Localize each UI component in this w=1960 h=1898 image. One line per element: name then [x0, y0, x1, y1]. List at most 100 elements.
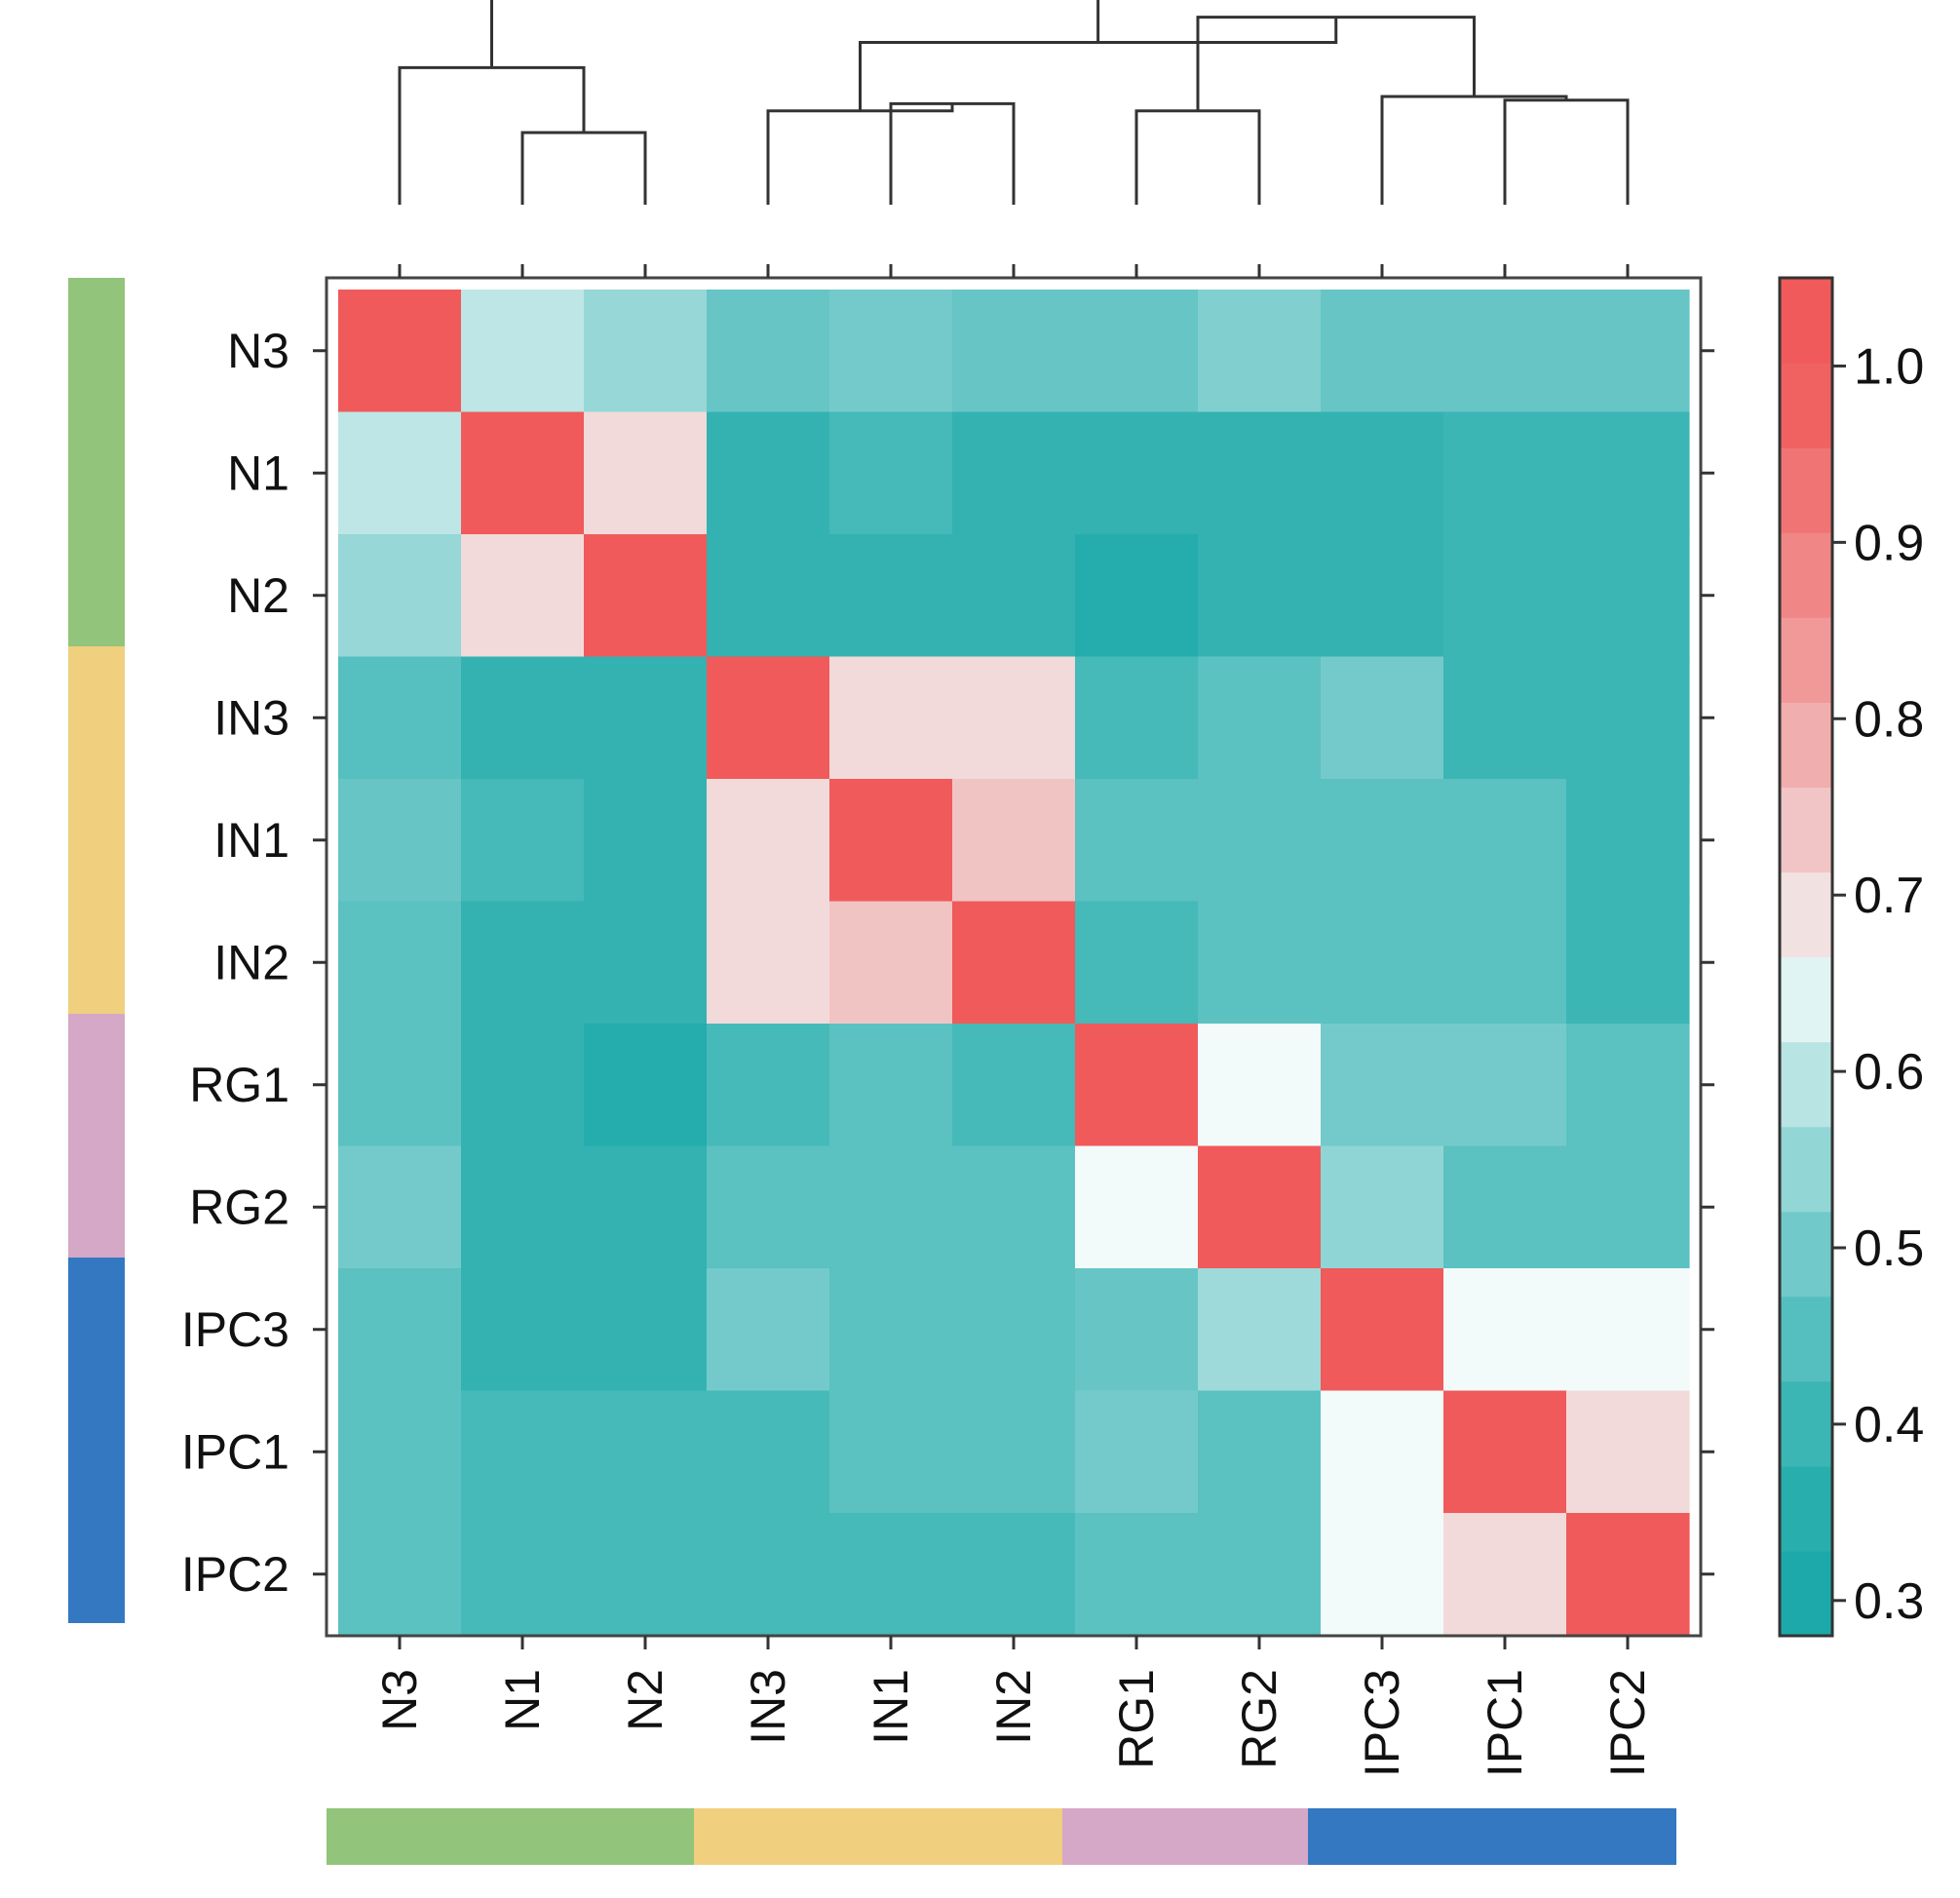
heatmap-cell-IN1-N2: [584, 779, 708, 903]
heatmap-cell-N3-IPC3: [1321, 290, 1444, 413]
color-scale-label: 1.0: [1854, 338, 1924, 395]
heatmap-cell-N2-RG1: [1075, 534, 1199, 658]
heatmap-cell-IN1-IN2: [952, 779, 1076, 903]
heatmap-cell-IPC2-N1: [461, 1513, 585, 1637]
heatmap-cell-RG2-N2: [584, 1145, 708, 1269]
heatmap-cell-IN3-IPC2: [1566, 656, 1690, 780]
color-scale-swatch: [1780, 1550, 1832, 1637]
heatmap-cell-IPC3-IPC1: [1443, 1268, 1567, 1392]
heatmap-cell-N2-IN2: [952, 534, 1076, 658]
heatmap-cell-IN1-N3: [338, 779, 462, 903]
column-label-IN3: IN3: [741, 1669, 795, 1745]
color-scale-frame: [1778, 276, 1834, 1638]
heatmap-cell-RG1-IPC1: [1443, 1024, 1567, 1147]
row-group-bar-segment: [68, 646, 125, 1014]
heatmap-cell-IN3-RG1: [1075, 656, 1199, 780]
heatmap-cell-IN2-IN3: [707, 901, 830, 1025]
heatmap-cell-IN3-N2: [584, 656, 708, 780]
heatmap-cell-IN2-IPC2: [1566, 901, 1690, 1025]
heatmap-cell-RG1-IN1: [829, 1024, 953, 1147]
heatmap-cell-IN3-N1: [461, 656, 585, 780]
heatmap-cell-RG1-IPC3: [1321, 1024, 1444, 1147]
heatmap-cell-IN3-RG2: [1198, 656, 1322, 780]
heatmap-cell-N1-IN2: [952, 411, 1076, 535]
heatmap-cell-N2-N3: [338, 534, 462, 658]
heatmap-cell-IPC3-RG2: [1198, 1268, 1322, 1392]
heatmap-cell-IN2-IN2: [952, 901, 1076, 1025]
heatmap-cell-IN1-IPC2: [1566, 779, 1690, 903]
heatmap-cell-N1-N3: [338, 411, 462, 535]
heatmap-cell-N3-RG2: [1198, 290, 1322, 413]
color-scale-label: 0.6: [1854, 1044, 1924, 1101]
heatmap-cell-N2-RG2: [1198, 534, 1322, 658]
color-scale-label: 0.9: [1854, 515, 1924, 571]
column-group-bar-segment: [1308, 1808, 1676, 1865]
column-group-bar-segment: [694, 1808, 1062, 1865]
heatmap-cell-RG2-IN2: [952, 1145, 1076, 1269]
heatmap-cell-IN3-IN2: [952, 656, 1076, 780]
heatmap-cell-N1-IN3: [707, 411, 830, 535]
heatmap-cell-IPC1-IPC2: [1566, 1390, 1690, 1514]
dendrogram-branch: [889, 101, 1016, 205]
column-label-N2: N2: [618, 1669, 673, 1731]
dendrogram-branch: [520, 131, 647, 205]
color-scale-swatch: [1780, 1211, 1832, 1298]
heatmap-cell-RG1-N1: [461, 1024, 585, 1147]
row-group-color-bar: [68, 278, 125, 1623]
color-scale-legend: 0.3 0.4 0.5 0.6 0.7 0.8 0.9 1.0: [1778, 276, 1924, 1638]
heatmap-cell-N2-IPC1: [1443, 534, 1567, 658]
row-label-IN3: IN3: [213, 690, 289, 745]
color-scale-swatch: [1780, 447, 1832, 533]
heatmap-cell-IPC1-IN3: [707, 1390, 830, 1514]
heatmap-cell-IPC2-RG1: [1075, 1513, 1199, 1637]
color-scale-label: 0.5: [1854, 1220, 1924, 1277]
heatmap-cell-N3-IN3: [707, 290, 830, 413]
heatmap-cell-IN2-IPC1: [1443, 901, 1567, 1025]
row-label-IN2: IN2: [213, 935, 289, 989]
heatmap-cell-N2-IPC2: [1566, 534, 1690, 658]
heatmap-cell-N3-IN2: [952, 290, 1076, 413]
column-label-IN1: IN1: [864, 1669, 918, 1745]
row-label-N2: N2: [227, 568, 289, 623]
row-label-N3: N3: [227, 324, 289, 378]
heatmap-cell-N1-IN1: [829, 411, 953, 535]
heatmap-cell-IPC2-N3: [338, 1513, 462, 1637]
row-label-N1: N1: [227, 445, 289, 500]
row-group-bar-segment: [68, 278, 125, 646]
heatmap-cell-N2-IN3: [707, 534, 830, 658]
heatmap-cell-IN3-N3: [338, 656, 462, 780]
row-label-RG2: RG2: [189, 1180, 289, 1234]
color-scale-swatch: [1780, 872, 1832, 958]
heatmap-cell-N1-N2: [584, 411, 708, 535]
heatmap-cell-IPC2-IPC2: [1566, 1513, 1690, 1637]
color-scale-swatch: [1780, 956, 1832, 1043]
heatmap-cell-IN2-N2: [584, 901, 708, 1025]
column-label-IPC1: IPC1: [1478, 1669, 1532, 1777]
dendrogram-branch: [1134, 109, 1261, 205]
dendrogram-branch: [398, 65, 586, 205]
heatmap-cell-IN3-IN3: [707, 656, 830, 780]
heatmap-cell-N1-N1: [461, 411, 585, 535]
column-label-IN2: IN2: [986, 1669, 1041, 1745]
heatmap-cell-IPC1-N1: [461, 1390, 585, 1514]
row-label-IPC2: IPC2: [181, 1547, 289, 1602]
heatmap-cell-IN2-RG2: [1198, 901, 1322, 1025]
color-scale-swatch: [1780, 1126, 1832, 1213]
heatmap-cell-IPC3-IN3: [707, 1268, 830, 1392]
color-scale-swatch: [1780, 363, 1832, 448]
heatmap-cell-N3-N3: [338, 290, 462, 413]
heatmap-cell-IPC2-IN3: [707, 1513, 830, 1637]
heatmap-cell-IN1-IN1: [829, 779, 953, 903]
heatmap-cell-RG1-RG2: [1198, 1024, 1322, 1147]
heatmap-cell-RG2-RG2: [1198, 1145, 1322, 1269]
heatmap-cell-RG2-IPC1: [1443, 1145, 1567, 1269]
heatmap-cell-IPC3-IN2: [952, 1268, 1076, 1392]
heatmap-cell-RG2-IN1: [829, 1145, 953, 1269]
heatmap-cell-IPC3-N3: [338, 1268, 462, 1392]
heatmap-cell-RG1-N3: [338, 1024, 462, 1147]
column-group-bar-segment: [1062, 1808, 1308, 1865]
column-label-RG1: RG1: [1109, 1669, 1164, 1769]
dendrogram-branch: [1503, 98, 1630, 205]
heatmap-cell-N1-IPC2: [1566, 411, 1690, 535]
